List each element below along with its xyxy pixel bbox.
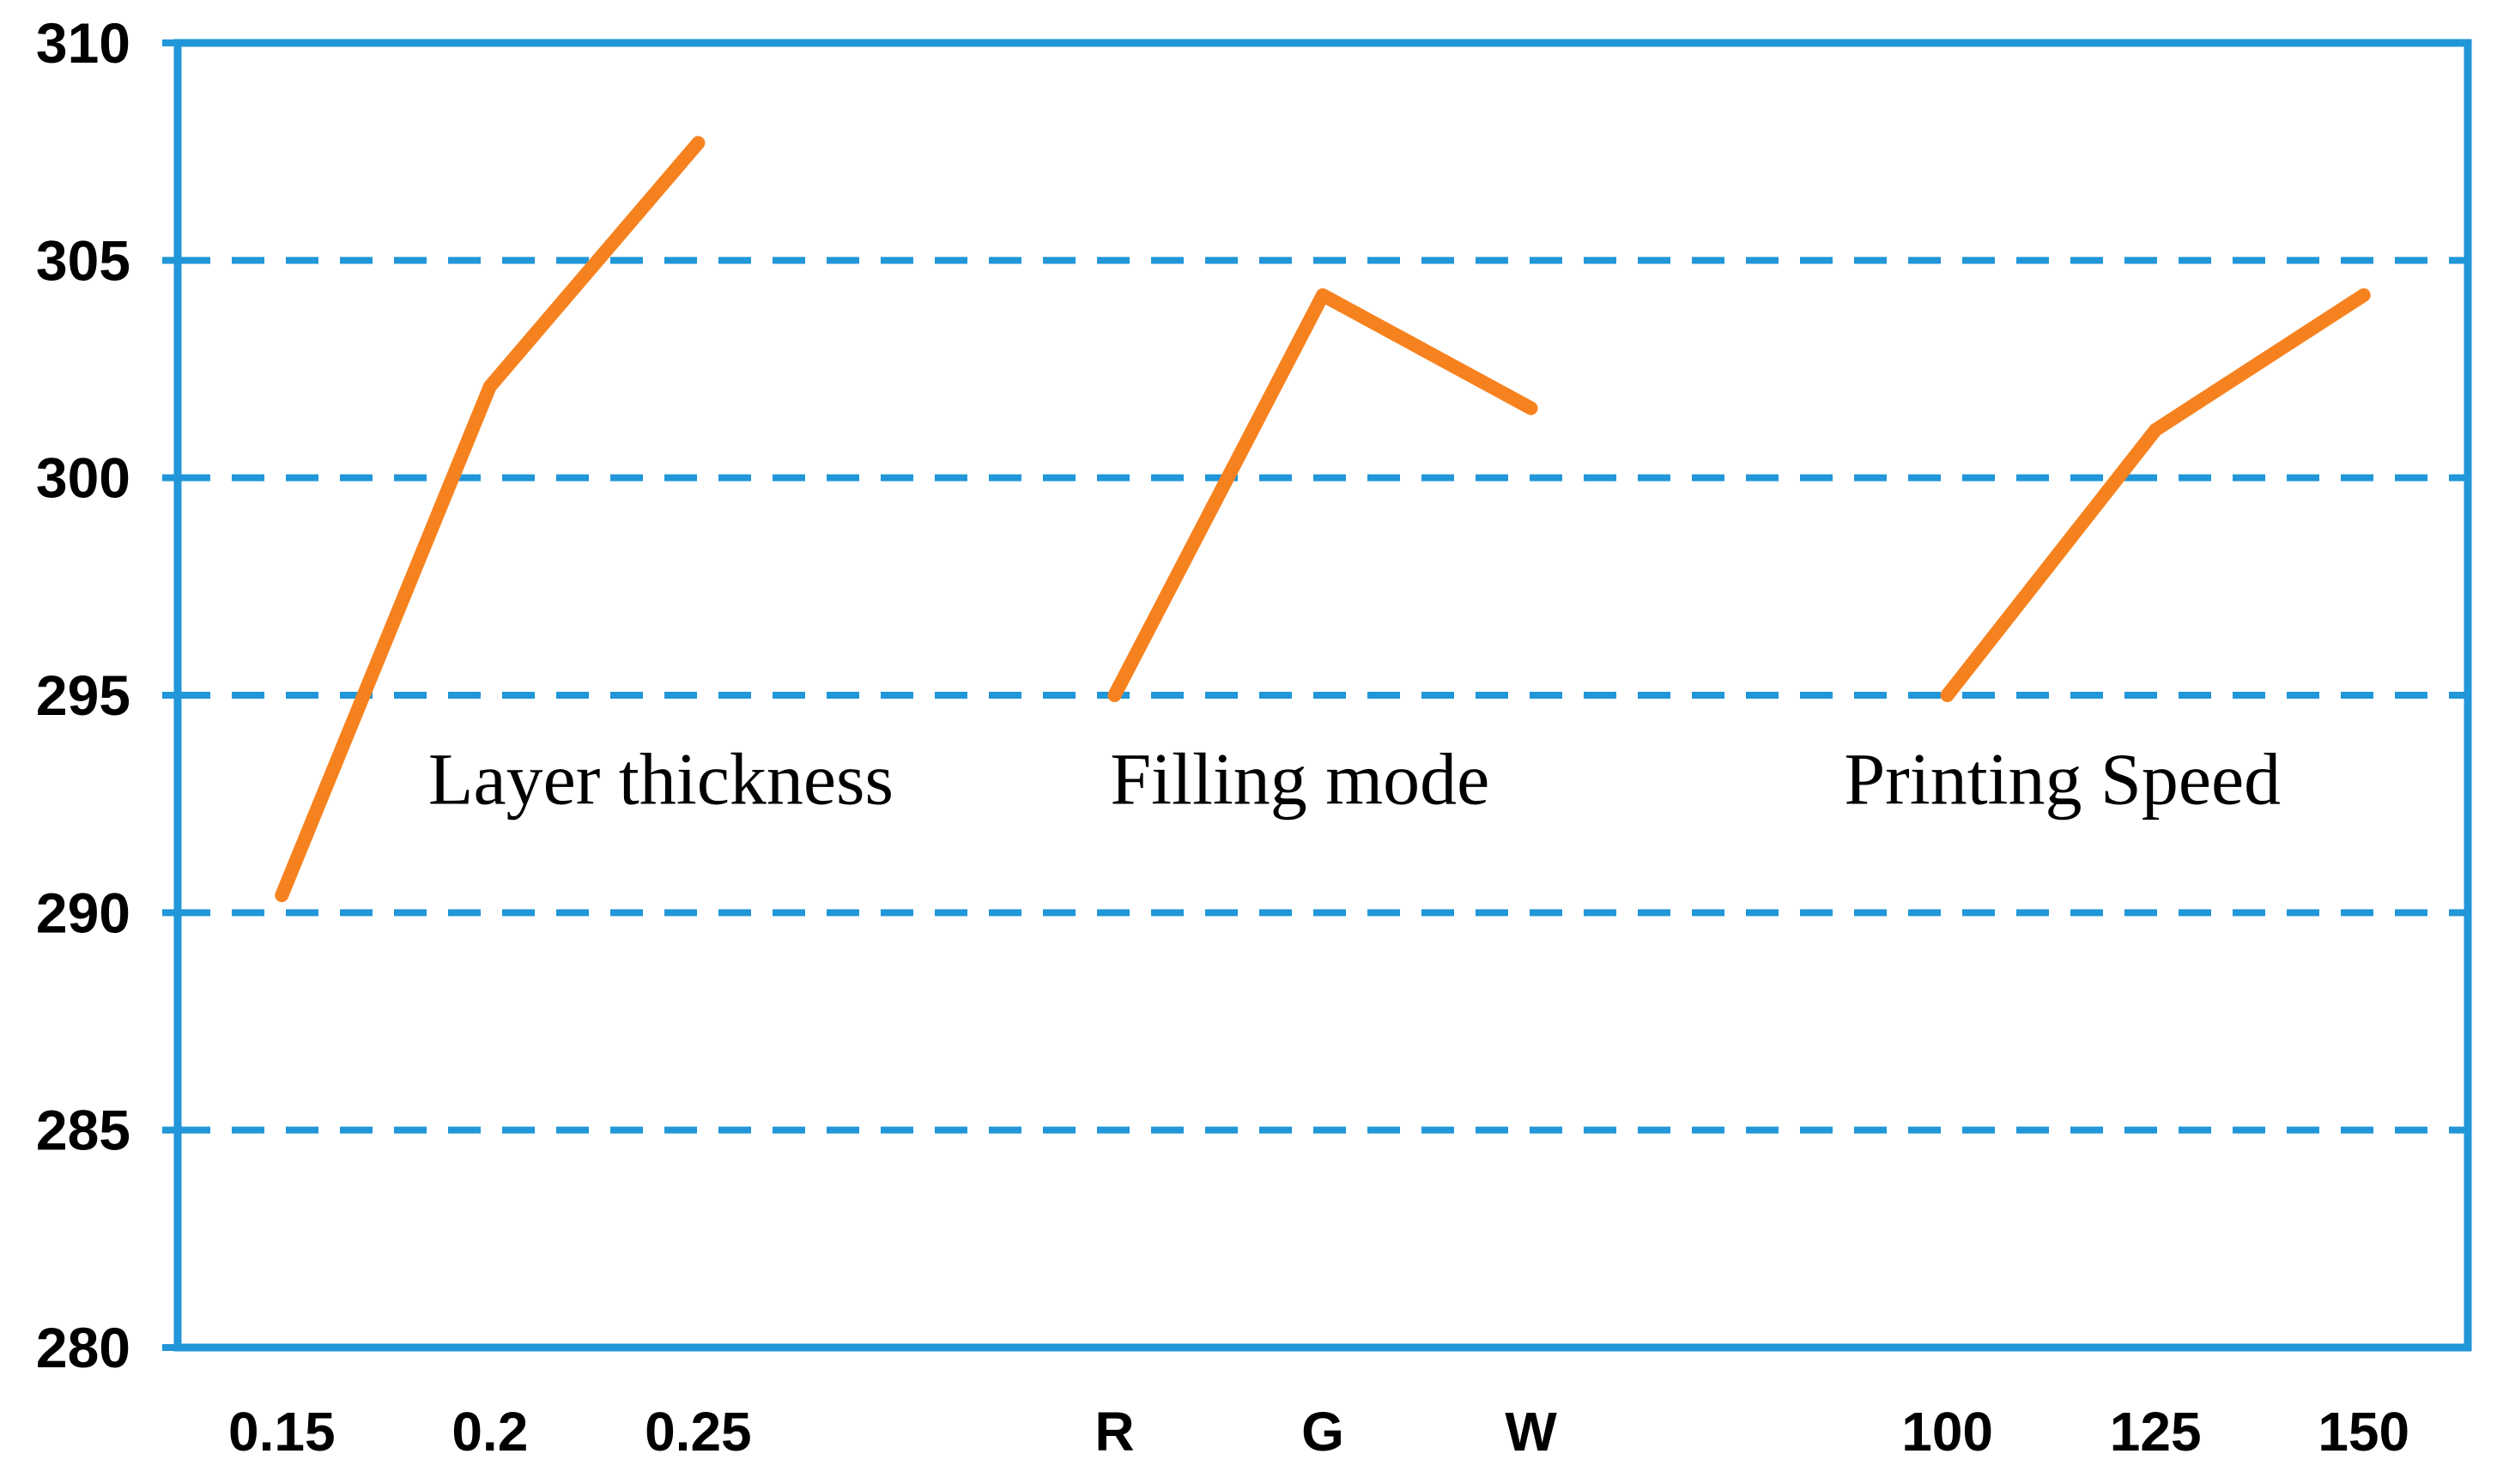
x-tick-label: 125 <box>2110 1401 2202 1463</box>
y-tick-label: 305 <box>36 228 130 292</box>
group-label-2: Printing Speed <box>1844 737 2281 820</box>
group-label-1: Filling mode <box>1110 737 1489 820</box>
series-line-printing-speed <box>1940 288 2371 702</box>
x-tick-label: 150 <box>2318 1401 2409 1463</box>
group-label-0: Layer thickness <box>428 737 894 820</box>
axes-layer <box>162 39 2472 1352</box>
gridlines-layer <box>178 257 2468 1134</box>
series-layer <box>275 136 2371 903</box>
y-tick-label: 295 <box>36 663 130 727</box>
series-line-filling-mode <box>1107 288 1538 702</box>
x-tick-label: W <box>1505 1401 1557 1463</box>
y-tick-label: 300 <box>36 446 130 510</box>
y-tick-label: 310 <box>36 11 130 75</box>
series-line-layer-thickness <box>275 136 706 903</box>
x-tick-label: 100 <box>1901 1401 1993 1463</box>
labels-layer: 310 305 300 295 290 285 280 0.15 0.2 0.25 Layer th… <box>36 11 2409 1463</box>
x-tick-label: 0.15 <box>228 1401 336 1463</box>
y-tick-label: 290 <box>36 881 130 944</box>
y-tick-label: 285 <box>36 1099 130 1162</box>
x-tick-label: 0.2 <box>452 1401 528 1463</box>
x-tick-label: 0.25 <box>645 1401 752 1463</box>
x-tick-label: G <box>1301 1401 1344 1463</box>
y-tick-label: 280 <box>36 1316 130 1379</box>
x-tick-label: R <box>1094 1401 1134 1463</box>
